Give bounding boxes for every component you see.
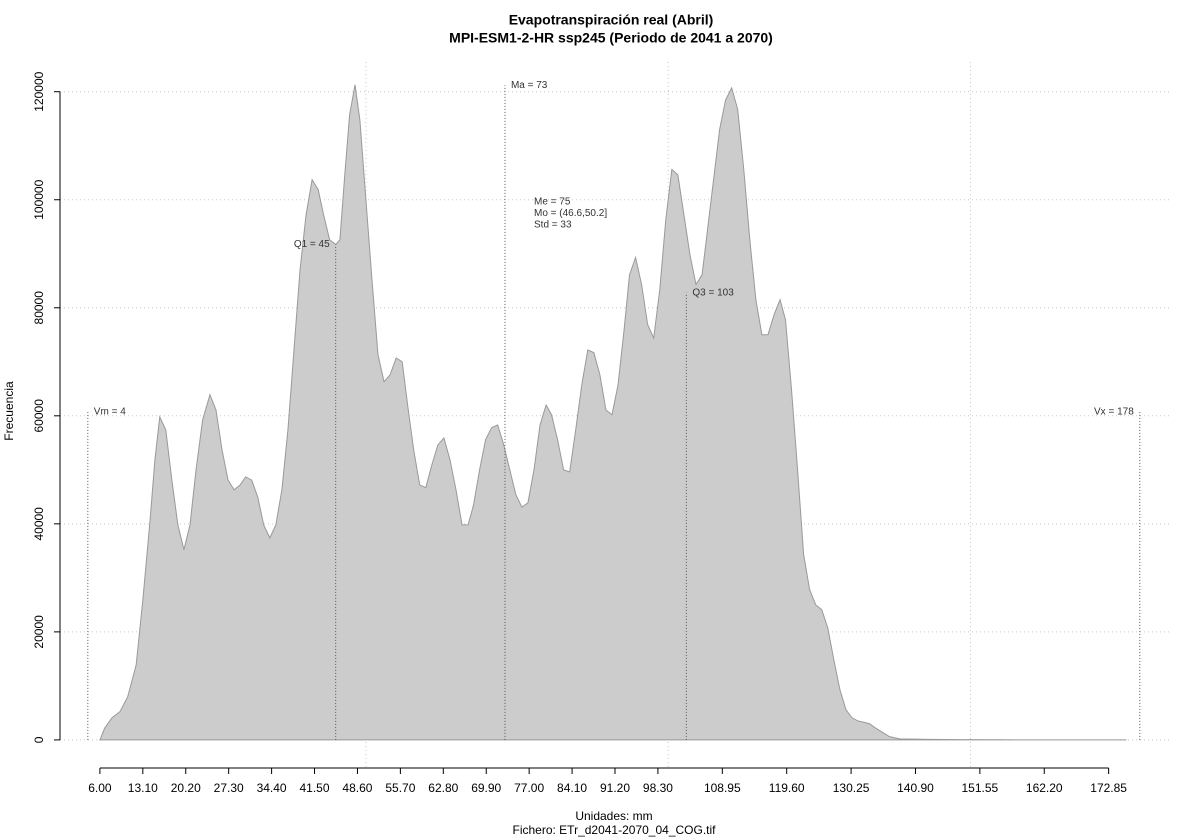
x-tick-label: 140.90 <box>897 781 934 795</box>
x-tick-label: 55.70 <box>385 781 415 795</box>
y-tick-label: 20000 <box>32 615 46 649</box>
y-tick-label: 120000 <box>32 71 46 111</box>
x-tick-label: 172.85 <box>1090 781 1127 795</box>
x-axis-label: Unidades: mm <box>575 809 652 823</box>
x-tick-label: 27.30 <box>214 781 244 795</box>
x-tick-label: 98.30 <box>643 781 673 795</box>
chart-title: Evapotranspiración real (Abril) <box>509 12 714 28</box>
x-tick-label: 91.20 <box>600 781 630 795</box>
x-tick-label: 62.80 <box>428 781 458 795</box>
marker-label: Q3 = 103 <box>692 287 734 298</box>
marker-label: Q1 = 45 <box>294 239 330 250</box>
x-tick-label: 20.20 <box>171 781 201 795</box>
x-tick-label: 69.90 <box>471 781 501 795</box>
y-tick-label: 60000 <box>32 399 46 433</box>
stats-label: Std = 33 <box>534 220 572 231</box>
x-tick-label: 41.50 <box>300 781 330 795</box>
x-tick-label: 6.00 <box>88 781 112 795</box>
x-tick-label: 13.10 <box>128 781 158 795</box>
x-tick-label: 48.60 <box>342 781 372 795</box>
x-tick-label: 84.10 <box>557 781 587 795</box>
x-tick-label: 34.40 <box>257 781 287 795</box>
y-tick-label: 80000 <box>32 291 46 325</box>
stats-label: Mo = (46.6,50.2] <box>534 208 607 219</box>
x-tick-label: 77.00 <box>514 781 544 795</box>
y-tick-label: 40000 <box>32 507 46 541</box>
area <box>99 84 1127 741</box>
x-tick-label: 130.25 <box>833 781 870 795</box>
caption: Fichero: ETr_d2041-2070_04_COG.tif <box>513 823 717 837</box>
stats-label: Me = 75 <box>534 197 571 208</box>
marker-label: Vx = 178 <box>1094 407 1134 418</box>
y-tick-label: 100000 <box>32 179 46 219</box>
marker-label: Ma = 73 <box>511 80 548 91</box>
y-tick-label: 0 <box>32 736 46 743</box>
chart-subtitle: MPI-ESM1-2-HR ssp245 (Periodo de 2041 a … <box>449 30 773 46</box>
x-tick-label: 162.20 <box>1026 781 1063 795</box>
marker-label: Vm = 4 <box>94 407 126 418</box>
x-tick-label: 108.95 <box>704 781 741 795</box>
x-tick-label: 119.60 <box>769 781 805 795</box>
x-tick-label: 151.55 <box>962 781 999 795</box>
y-axis-label: Frecuencia <box>2 381 16 441</box>
